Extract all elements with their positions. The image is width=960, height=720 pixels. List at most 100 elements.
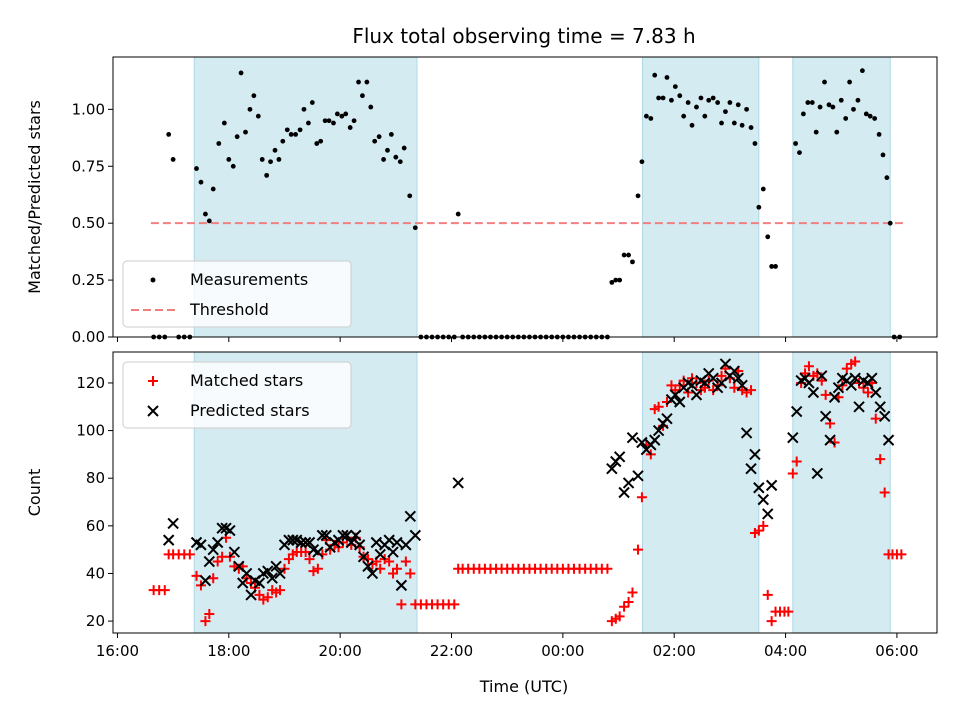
predicted-point bbox=[203, 555, 216, 568]
measurement-point bbox=[880, 152, 886, 158]
measurement-point bbox=[318, 138, 324, 144]
measurement-point bbox=[793, 141, 798, 146]
predicted-point bbox=[395, 579, 408, 592]
measurement-point bbox=[326, 118, 332, 124]
predicted-point bbox=[824, 434, 836, 446]
matched-point bbox=[184, 549, 195, 560]
predicted-point bbox=[295, 536, 307, 549]
measurement-point bbox=[643, 113, 649, 119]
measurement-point bbox=[251, 93, 257, 99]
measurement-point bbox=[334, 111, 340, 117]
matched-point bbox=[653, 401, 664, 412]
predicted-point bbox=[745, 462, 757, 475]
measurement-point bbox=[297, 127, 303, 133]
predicted-point bbox=[216, 522, 228, 534]
measurement-point bbox=[797, 150, 802, 156]
measurement-point bbox=[360, 93, 365, 99]
predicted-point bbox=[652, 424, 665, 437]
predicted-point bbox=[732, 372, 744, 384]
measurement-point bbox=[609, 279, 615, 285]
matched-point bbox=[862, 387, 873, 398]
matched-point bbox=[753, 525, 764, 536]
measurement-point bbox=[288, 131, 294, 137]
predicted-point bbox=[874, 401, 886, 413]
measurement-point bbox=[238, 70, 244, 76]
matched-point bbox=[850, 356, 861, 367]
predicted-point bbox=[845, 379, 857, 392]
y-tick-label: 0.25 bbox=[72, 271, 105, 289]
predicted-point bbox=[162, 534, 175, 546]
predicted-point bbox=[357, 551, 370, 563]
measurement-point bbox=[660, 95, 666, 101]
predicted-point bbox=[253, 577, 266, 589]
measurement-point bbox=[210, 186, 216, 192]
count-y-axis-label: Count bbox=[25, 469, 44, 517]
matched-point bbox=[602, 563, 613, 574]
measurement-point bbox=[830, 104, 836, 110]
y-tick-label: 100 bbox=[76, 422, 105, 440]
predicted-point bbox=[350, 529, 362, 542]
measurement-point bbox=[322, 118, 328, 124]
legend-label: Measurements bbox=[190, 270, 308, 289]
predicted-point bbox=[816, 370, 828, 382]
matched-point bbox=[787, 468, 798, 479]
matched-point bbox=[312, 563, 323, 574]
predicted-point bbox=[391, 536, 403, 549]
count-panel-frame bbox=[112, 351, 938, 634]
matched-point bbox=[405, 568, 416, 579]
x-tick-label: 06:00 bbox=[875, 642, 918, 660]
measurement-point bbox=[748, 125, 754, 130]
measurement-point bbox=[268, 159, 273, 165]
predicted-point bbox=[762, 508, 774, 520]
predicted-point bbox=[622, 477, 635, 489]
matched-point bbox=[758, 520, 769, 531]
measurement-point bbox=[331, 120, 336, 126]
matched-point bbox=[670, 385, 681, 396]
measurement-point bbox=[385, 147, 390, 153]
measurement-point bbox=[255, 113, 261, 119]
matched-point bbox=[449, 599, 460, 610]
predicted-point bbox=[870, 386, 882, 399]
predicted-point bbox=[649, 434, 661, 446]
predicted-point bbox=[740, 427, 753, 439]
legend-plus-icon bbox=[148, 376, 158, 386]
predicted-point bbox=[287, 534, 299, 546]
matched-point bbox=[200, 616, 211, 627]
predicted-point bbox=[370, 536, 383, 549]
matched-point bbox=[746, 385, 757, 396]
predicted-point bbox=[452, 477, 464, 489]
measurement-point bbox=[706, 97, 712, 103]
measurement-point bbox=[216, 141, 222, 146]
legend-dot-icon bbox=[150, 277, 156, 283]
measurement-point bbox=[838, 97, 844, 103]
measurement-point bbox=[407, 193, 413, 199]
ratio-y-axis-label: Matched/Predicted stars bbox=[25, 100, 44, 294]
predicted-point bbox=[807, 386, 820, 399]
matched-point bbox=[896, 549, 907, 560]
count-legend: Matched stars Predicted stars bbox=[122, 361, 352, 429]
x-tick-label: 04:00 bbox=[764, 642, 807, 660]
measurement-point bbox=[822, 79, 827, 85]
predicted-point bbox=[374, 548, 386, 561]
measurement-point bbox=[234, 134, 240, 140]
measurement-point bbox=[617, 277, 623, 283]
predicted-point bbox=[228, 546, 241, 558]
measurement-point bbox=[376, 134, 382, 140]
predicted-point bbox=[811, 467, 824, 480]
predicted-point bbox=[211, 536, 224, 549]
observing-intervals bbox=[193, 351, 891, 634]
measurement-point bbox=[621, 252, 627, 258]
matched-point bbox=[619, 601, 630, 612]
ratio-legend: Measurements Threshold bbox=[122, 260, 352, 328]
y-tick-label: 80 bbox=[86, 469, 105, 487]
matched-point bbox=[783, 606, 794, 617]
matched-point bbox=[400, 556, 411, 567]
measurement-point bbox=[851, 106, 856, 112]
predicted-point bbox=[757, 493, 769, 506]
measurement-point bbox=[715, 100, 721, 105]
measurement-point bbox=[859, 68, 865, 74]
measurement-point bbox=[884, 175, 890, 181]
ratio-x-ticks bbox=[116, 337, 898, 342]
predicted-point bbox=[790, 405, 803, 418]
measurement-point bbox=[698, 95, 704, 101]
